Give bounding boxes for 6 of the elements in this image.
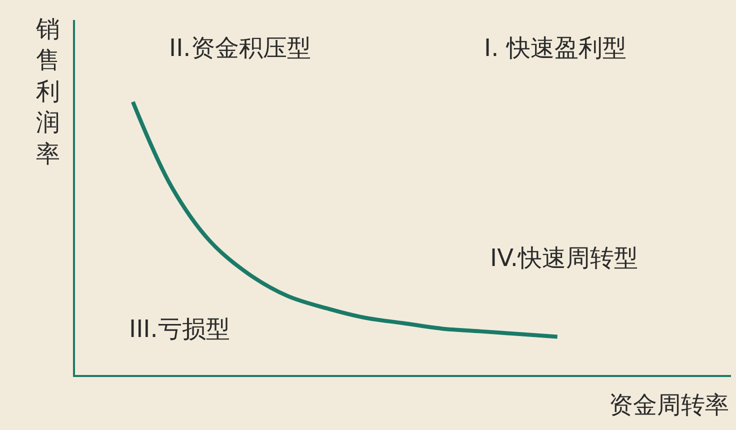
y-axis-title: 销售利润率 (35, 15, 60, 168)
annotation: III.亏损型 (129, 315, 230, 343)
annotation: IV.快速周转型 (490, 244, 638, 272)
text: I. 快速盈利型 (484, 34, 626, 62)
x-axis-title: 资金周转率 (609, 391, 729, 419)
text: II.资金积压型 (169, 34, 311, 62)
